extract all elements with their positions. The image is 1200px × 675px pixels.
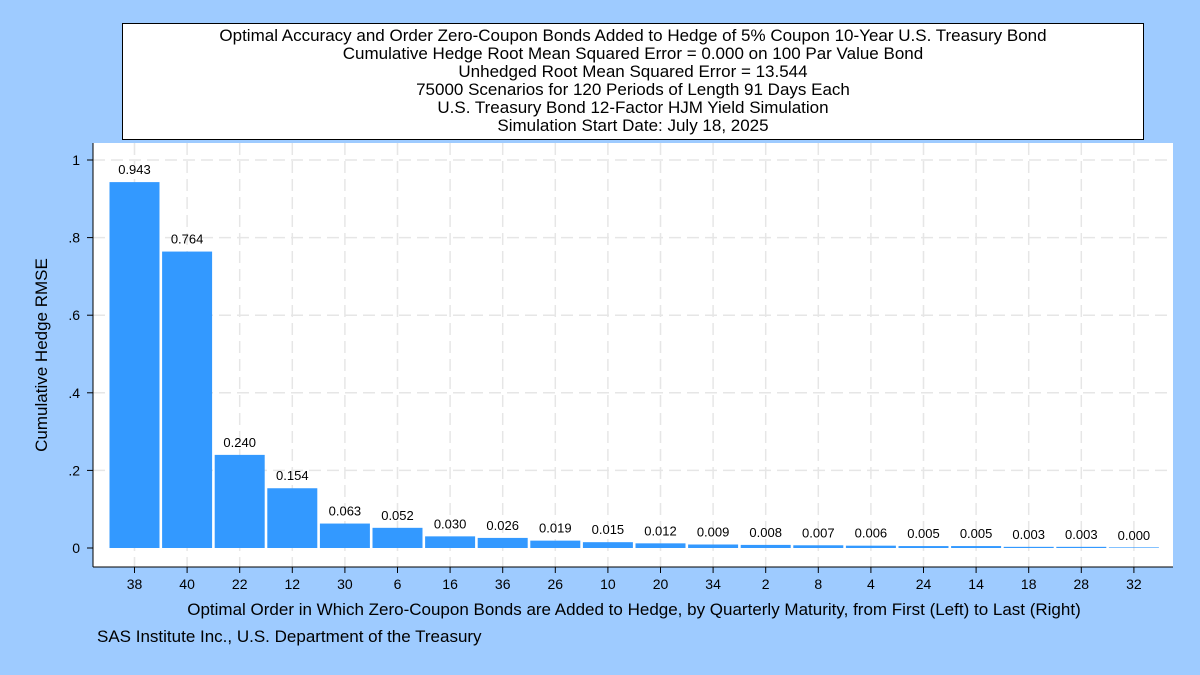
bar-32 xyxy=(1108,547,1159,548)
value-label: 0.006 xyxy=(855,526,888,541)
x-tick-label: 18 xyxy=(1021,576,1037,592)
x-tick-label: 6 xyxy=(394,576,402,592)
y-axis-label: Cumulative Hedge RMSE xyxy=(32,258,51,452)
x-tick-label: 38 xyxy=(127,576,143,592)
x-tick-label: 30 xyxy=(337,576,353,592)
bars xyxy=(109,182,1159,548)
y-tick-label: .6 xyxy=(68,307,80,323)
chart-title-line: 75000 Scenarios for 120 Periods of Lengt… xyxy=(416,80,850,99)
value-label: 0.003 xyxy=(1065,527,1098,542)
bar-28 xyxy=(1056,546,1107,548)
y-ticks: 0 .2 .4 .6 .8 1 xyxy=(68,152,93,556)
x-tick-label: 32 xyxy=(1126,576,1142,592)
value-label: 0.052 xyxy=(381,508,414,523)
value-label: 0.007 xyxy=(802,525,835,540)
x-tick-label: 28 xyxy=(1074,576,1090,592)
x-tick-label: 24 xyxy=(916,576,932,592)
x-tick-label: 22 xyxy=(232,576,248,592)
bar-14 xyxy=(951,546,1002,548)
value-label: 0.012 xyxy=(644,523,677,538)
chart-title-line: Optimal Accuracy and Order Zero-Coupon B… xyxy=(219,26,1047,45)
chart-title-line: U.S. Treasury Bond 12-Factor HJM Yield S… xyxy=(437,98,829,117)
chart-title-box: Optimal Accuracy and Order Zero-Coupon B… xyxy=(122,23,1144,140)
x-tick-label: 12 xyxy=(285,576,301,592)
x-tick-label: 4 xyxy=(867,576,875,592)
bar-26 xyxy=(530,540,581,548)
value-label: 0.764 xyxy=(171,232,204,247)
x-tick-label: 16 xyxy=(442,576,458,592)
value-label: 0.008 xyxy=(749,525,782,540)
bar-34 xyxy=(688,544,739,548)
bar-38 xyxy=(109,182,160,548)
bar-40 xyxy=(162,251,213,548)
value-labels: 0.943 0.764 0.240 0.154 0.063 0.052 0.030 0.026… xyxy=(118,162,1150,543)
bar-4 xyxy=(845,545,896,548)
x-tick-label: 34 xyxy=(705,576,721,592)
value-label: 0.000 xyxy=(1118,528,1151,543)
source-note: SAS Institute Inc., U.S. Department of t… xyxy=(97,627,482,646)
x-tick-label: 14 xyxy=(968,576,984,592)
x-ticks: 38 40 22 12 30 6 16 36 26 10 20 34 2 8 4 24 14 18 28 32 xyxy=(127,567,1142,592)
bar-22 xyxy=(214,454,265,548)
bar-16 xyxy=(425,536,476,548)
bar-12 xyxy=(267,488,318,548)
value-label: 0.943 xyxy=(118,162,151,177)
y-tick-label: .4 xyxy=(68,385,80,401)
chart-title-line: Unhedged Root Mean Squared Error = 13.54… xyxy=(458,62,808,81)
y-tick-label: .8 xyxy=(68,230,80,246)
value-label: 0.003 xyxy=(1012,527,1045,542)
value-label: 0.005 xyxy=(960,526,993,541)
value-label: 0.030 xyxy=(434,516,467,531)
x-tick-label: 26 xyxy=(548,576,564,592)
bar-18 xyxy=(1003,546,1054,548)
x-tick-label: 36 xyxy=(495,576,511,592)
value-label: 0.154 xyxy=(276,468,309,483)
bar-24 xyxy=(898,546,949,548)
x-tick-label: 2 xyxy=(762,576,770,592)
x-tick-label: 10 xyxy=(600,576,616,592)
y-tick-label: .2 xyxy=(68,462,80,478)
x-axis-label: Optimal Order in Which Zero-Coupon Bonds… xyxy=(187,600,1080,619)
chart-title-line: Simulation Start Date: July 18, 2025 xyxy=(497,116,769,135)
bar-36 xyxy=(477,537,528,548)
bar-10 xyxy=(582,542,633,548)
value-label: 0.019 xyxy=(539,521,572,536)
value-label: 0.026 xyxy=(486,518,519,533)
bar-6 xyxy=(372,527,423,548)
y-tick-label: 0 xyxy=(72,540,80,556)
bar-30 xyxy=(319,523,370,548)
value-label: 0.063 xyxy=(329,504,362,519)
bar-8 xyxy=(793,545,844,548)
chart-title-line: Cumulative Hedge Root Mean Squared Error… xyxy=(342,44,924,63)
bar-20 xyxy=(635,543,686,548)
value-label: 0.240 xyxy=(223,435,256,450)
y-tick-label: 1 xyxy=(72,152,80,168)
value-label: 0.015 xyxy=(592,522,625,537)
x-tick-label: 8 xyxy=(814,576,822,592)
x-tick-label: 40 xyxy=(179,576,195,592)
bar-2 xyxy=(740,544,791,548)
value-label: 0.005 xyxy=(907,526,940,541)
value-label: 0.009 xyxy=(697,525,730,540)
axes xyxy=(92,143,1173,568)
x-tick-label: 20 xyxy=(653,576,669,592)
